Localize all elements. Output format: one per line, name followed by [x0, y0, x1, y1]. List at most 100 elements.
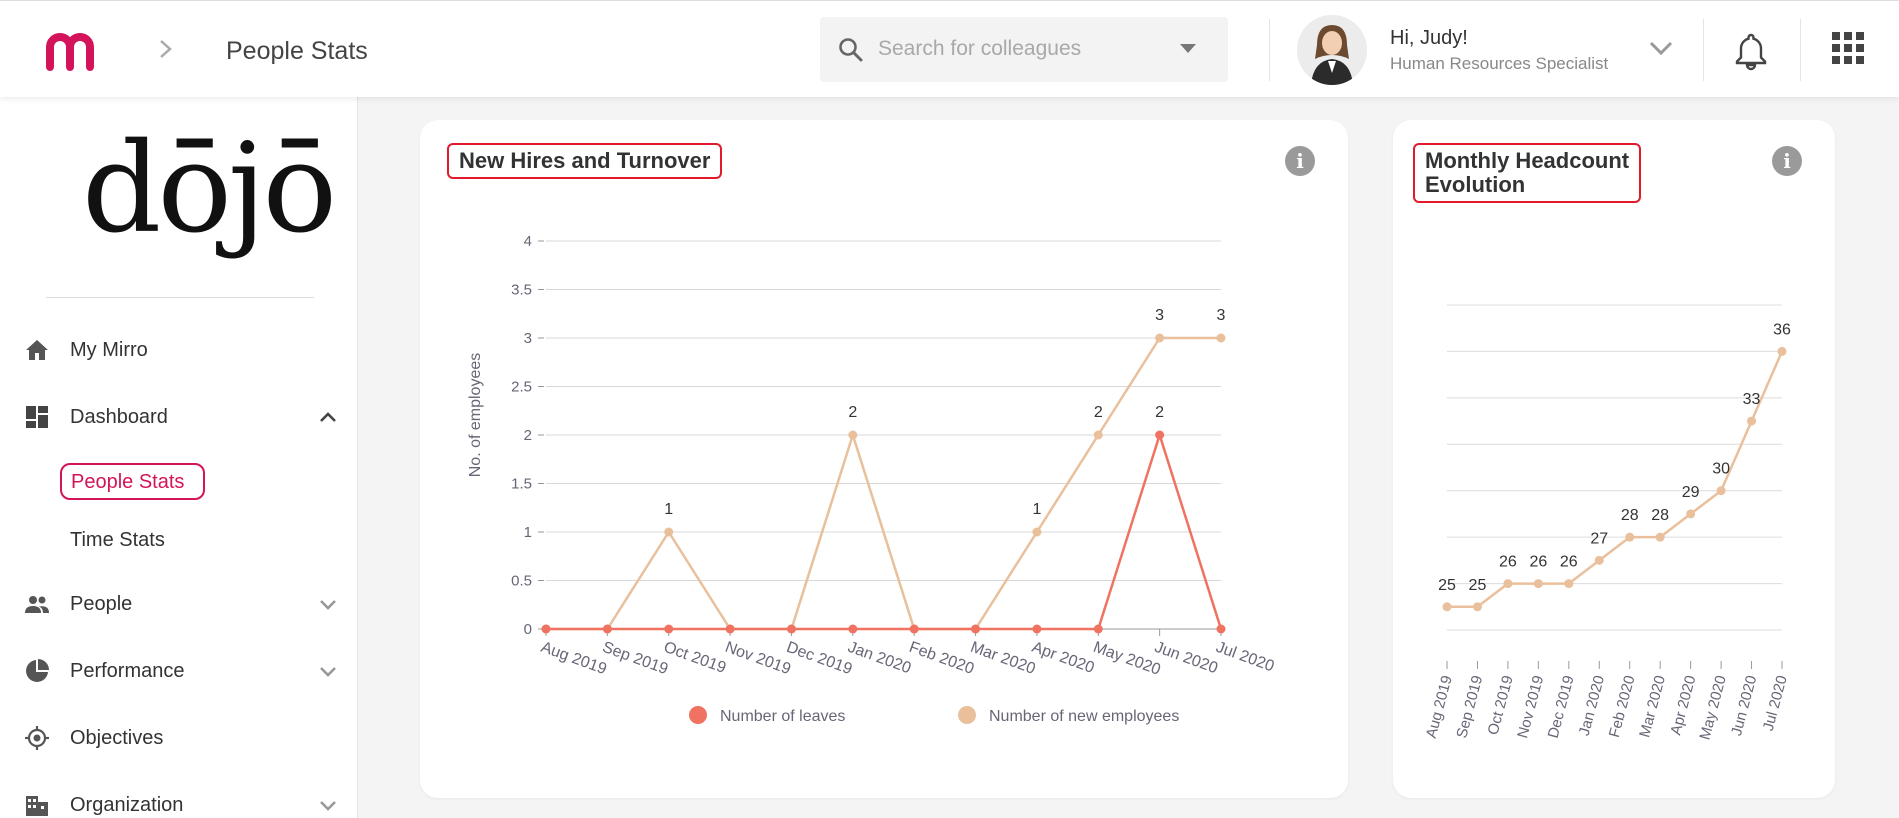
- search-input[interactable]: [878, 29, 1168, 69]
- x-tick-label: Feb 2020: [1606, 674, 1639, 740]
- data-label: 3: [1155, 307, 1164, 324]
- data-label: 2: [1155, 404, 1164, 421]
- legend-item[interactable]: Number of new employees: [958, 706, 1179, 725]
- y-tick-label: 0: [524, 621, 532, 638]
- legend-label: Number of leaves: [720, 708, 845, 725]
- x-tick-label: Oct 2019: [1485, 674, 1517, 737]
- data-point: [725, 624, 735, 634]
- header-divider: [1269, 19, 1270, 81]
- sidebar-subitem-people-stats[interactable]: People Stats: [60, 463, 205, 500]
- data-point: [1032, 527, 1042, 537]
- data-point: [1503, 579, 1513, 589]
- sidebar-item-people[interactable]: People: [0, 579, 358, 629]
- data-point: [786, 624, 796, 634]
- page-title: People Stats: [226, 37, 368, 65]
- dashboard-icon: [26, 406, 48, 428]
- user-avatar-icon: [1297, 15, 1367, 85]
- x-tick-label: Nov 2019: [1514, 674, 1547, 740]
- sidebar-item-organization[interactable]: Organization: [0, 780, 358, 818]
- info-icon[interactable]: i: [1772, 146, 1802, 176]
- apps-grid-icon[interactable]: [1832, 31, 1864, 65]
- data-point: [1594, 555, 1604, 565]
- data-point: [1155, 333, 1165, 343]
- sidebar-subitem-time-stats[interactable]: Time Stats: [70, 529, 165, 551]
- x-tick-label: May 2020: [1696, 674, 1729, 742]
- info-icon[interactable]: i: [1285, 146, 1315, 176]
- sidebar-item-label: My Mirro: [70, 339, 148, 361]
- chevron-down-icon[interactable]: [318, 597, 338, 611]
- home-icon: [26, 340, 48, 360]
- sidebar-item-label: People: [70, 593, 133, 615]
- organization-icon: [26, 796, 48, 816]
- people-icon: [25, 596, 49, 613]
- x-tick-label: Feb 2020: [907, 639, 976, 678]
- data-label: 1: [664, 501, 673, 518]
- header-divider: [1800, 19, 1801, 81]
- x-tick-label: Aug 2019: [1423, 674, 1456, 740]
- legend-item[interactable]: Number of leaves: [689, 706, 845, 725]
- card-title-line: Monthly Headcount: [1425, 148, 1630, 173]
- data-label: 26: [1560, 554, 1578, 571]
- x-tick-label: Mar 2020: [1636, 674, 1669, 740]
- data-point: [909, 624, 919, 634]
- series-line: [546, 336, 1221, 631]
- data-point: [848, 624, 858, 634]
- x-tick-label: Jun 2020: [1152, 639, 1220, 678]
- data-label: 25: [1469, 577, 1487, 594]
- series-line: [546, 433, 1223, 631]
- data-label: 2: [848, 404, 857, 421]
- data-point: [1625, 532, 1635, 542]
- chevron-down-icon[interactable]: [318, 664, 338, 678]
- x-tick-label: Jan 2020: [1576, 674, 1608, 738]
- y-tick-label: 1.5: [511, 476, 532, 493]
- data-point: [541, 624, 551, 634]
- y-tick-label: 2: [524, 427, 532, 444]
- dojo-wordmark[interactable]: dōjō: [82, 117, 337, 261]
- legend-swatch: [958, 706, 976, 724]
- data-point: [1716, 486, 1726, 496]
- data-label: 26: [1529, 554, 1547, 571]
- data-point: [1216, 624, 1226, 634]
- data-point: [1442, 602, 1452, 612]
- search-box[interactable]: [820, 17, 1228, 82]
- y-tick-label: 2.5: [511, 379, 532, 396]
- data-label: 28: [1651, 507, 1669, 524]
- data-label: 29: [1682, 484, 1700, 501]
- brand-logo-icon[interactable]: [44, 31, 102, 71]
- chevron-up-icon[interactable]: [318, 410, 338, 424]
- y-tick-label: 1: [524, 524, 532, 541]
- data-point: [1747, 416, 1757, 426]
- sidebar-item-dashboard[interactable]: Dashboard: [0, 392, 358, 442]
- sidebar-item-my-mirro[interactable]: My Mirro: [0, 325, 358, 375]
- data-point: [1032, 624, 1042, 634]
- sidebar-item-performance[interactable]: Performance: [0, 646, 358, 696]
- new-hires-card: New Hires and Turnover i 0 0.5 1 1.5 2 2.5 3 3.…: [420, 120, 1348, 798]
- x-tick-label: May 2020: [1091, 639, 1163, 679]
- card-title: Monthly Headcount Evolution: [1413, 143, 1642, 204]
- data-point: [664, 527, 674, 537]
- data-point: [602, 624, 612, 634]
- card-title: New Hires and Turnover: [447, 143, 723, 180]
- x-tick-label: Jan 2020: [845, 639, 913, 678]
- data-label: 25: [1438, 577, 1456, 594]
- x-tick-label: Nov 2019: [723, 639, 793, 678]
- user-greeting: Hi, Judy!: [1390, 27, 1468, 49]
- legend-swatch: [689, 706, 707, 724]
- data-point: [1777, 346, 1787, 356]
- avatar[interactable]: [1297, 15, 1367, 85]
- data-label: 3: [1217, 307, 1226, 324]
- x-tick-label: Oct 2019: [661, 639, 728, 677]
- search-dropdown-icon[interactable]: [1180, 44, 1196, 53]
- data-point: [971, 624, 981, 634]
- data-label: 2: [1094, 404, 1103, 421]
- x-tick-label: Apr 2020: [1667, 674, 1699, 737]
- bell-icon[interactable]: [1734, 31, 1768, 71]
- data-point: [1216, 333, 1226, 343]
- user-menu-chevron-icon[interactable]: [1648, 39, 1674, 57]
- sidebar-divider: [46, 297, 314, 298]
- data-label: 33: [1743, 391, 1761, 408]
- new-hires-chart: 0 0.5 1 1.5 2 2.5 3 3.5 4 No. of employees Aug 201…: [467, 233, 1276, 725]
- sidebar-item-objectives[interactable]: Objectives: [0, 713, 358, 763]
- breadcrumb-chevron-icon: [160, 40, 172, 58]
- chevron-down-icon[interactable]: [318, 798, 338, 812]
